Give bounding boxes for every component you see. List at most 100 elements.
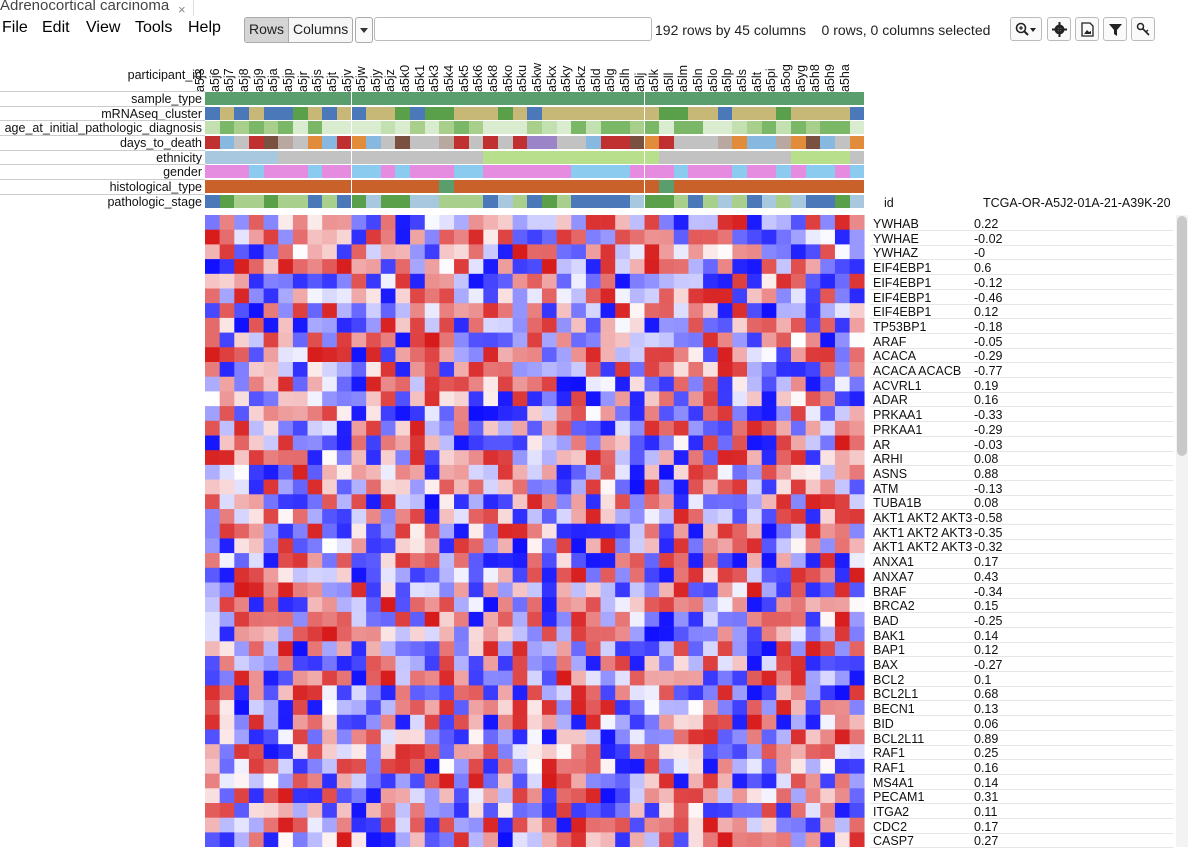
heatmap-cell[interactable]: [468, 700, 484, 716]
heatmap-cell[interactable]: [805, 244, 821, 260]
heatmap-cell[interactable]: [263, 670, 279, 686]
heatmap-cell[interactable]: [629, 626, 645, 642]
heatmap-cell[interactable]: [791, 376, 806, 392]
heatmap-cell[interactable]: [424, 832, 440, 847]
heatmap-cell[interactable]: [278, 347, 294, 363]
menu-tools[interactable]: Tools: [135, 19, 173, 36]
heatmap-cell[interactable]: [703, 362, 719, 377]
heatmap-cell[interactable]: [395, 597, 411, 613]
heatmap-cell[interactable]: [791, 303, 806, 319]
annotation-cell[interactable]: [307, 92, 323, 105]
annotation-cell[interactable]: [849, 165, 865, 178]
heatmap-cell[interactable]: [791, 611, 806, 627]
annotation-cell[interactable]: [307, 121, 323, 134]
heatmap-cell[interactable]: [732, 288, 748, 304]
heatmap-cell[interactable]: [820, 303, 836, 319]
heatmap-cell[interactable]: [424, 229, 440, 245]
heatmap-cell[interactable]: [454, 553, 469, 569]
save-image-button[interactable]: [1075, 17, 1099, 41]
heatmap-cell[interactable]: [248, 229, 264, 245]
annotation-cell[interactable]: [512, 180, 528, 193]
heatmap-cell[interactable]: [234, 479, 250, 495]
annotation-cell[interactable]: [454, 92, 469, 105]
heatmap-cell[interactable]: [776, 450, 792, 466]
heatmap-cell[interactable]: [644, 567, 660, 583]
heatmap-cell[interactable]: [688, 259, 704, 275]
heatmap-cell[interactable]: [322, 817, 338, 833]
heatmap-cell[interactable]: [512, 244, 528, 260]
heatmap-cell[interactable]: [688, 685, 704, 701]
heatmap-cell[interactable]: [454, 714, 469, 730]
heatmap-cell[interactable]: [380, 523, 396, 539]
heatmap-cell[interactable]: [351, 420, 367, 436]
annotation-cell[interactable]: [205, 151, 220, 164]
heatmap-cell[interactable]: [351, 317, 367, 333]
heatmap-cell[interactable]: [512, 700, 528, 716]
heatmap-cell[interactable]: [351, 435, 367, 451]
heatmap-cell[interactable]: [248, 553, 264, 569]
columns-toggle-button[interactable]: Columns: [293, 21, 349, 37]
annotation-cell[interactable]: [717, 136, 733, 149]
annotation-cell[interactable]: [468, 107, 484, 120]
heatmap-cell[interactable]: [351, 553, 367, 569]
heatmap-cell[interactable]: [673, 406, 689, 422]
heatmap-cell[interactable]: [732, 509, 748, 524]
heatmap-cell[interactable]: [571, 450, 587, 466]
heatmap-cell[interactable]: [395, 523, 411, 539]
heatmap-cell[interactable]: [351, 391, 367, 407]
heatmap-cell[interactable]: [820, 273, 836, 289]
heatmap-cell[interactable]: [820, 714, 836, 730]
heatmap-cell[interactable]: [556, 479, 572, 495]
heatmap-cell[interactable]: [776, 229, 792, 245]
annotation-cell[interactable]: [834, 136, 850, 149]
heatmap-cell[interactable]: [205, 803, 220, 818]
heatmap-cell[interactable]: [351, 509, 367, 524]
row-label[interactable]: ASNS: [873, 466, 908, 481]
heatmap-cell[interactable]: [659, 332, 675, 348]
heatmap-cell[interactable]: [322, 758, 338, 774]
heatmap-cell[interactable]: [732, 494, 748, 510]
row-label[interactable]: TUBA1B: [873, 496, 922, 511]
heatmap-cell[interactable]: [849, 582, 865, 598]
heatmap-cell[interactable]: [322, 259, 338, 275]
heatmap-cell[interactable]: [629, 362, 645, 377]
heatmap-cell[interactable]: [791, 523, 806, 539]
heatmap-cell[interactable]: [585, 464, 601, 480]
heatmap-cell[interactable]: [512, 273, 528, 289]
heatmap-cell[interactable]: [717, 817, 733, 833]
heatmap-cell[interactable]: [659, 509, 675, 524]
heatmap-cell[interactable]: [732, 567, 748, 583]
heatmap-cell[interactable]: [659, 670, 675, 686]
heatmap-cell[interactable]: [395, 744, 411, 760]
heatmap-cell[interactable]: [498, 362, 513, 377]
annotation-cell[interactable]: [600, 107, 616, 120]
heatmap-cell[interactable]: [629, 215, 645, 230]
heatmap-cell[interactable]: [410, 420, 426, 436]
heatmap-cell[interactable]: [849, 626, 865, 642]
heatmap-cell[interactable]: [307, 479, 323, 495]
heatmap-cell[interactable]: [615, 479, 631, 495]
heatmap-cell[interactable]: [688, 435, 704, 451]
heatmap-cell[interactable]: [541, 597, 557, 613]
annotation-cell[interactable]: [732, 136, 748, 149]
heatmap-cell[interactable]: [351, 611, 367, 627]
heatmap-cell[interactable]: [248, 259, 264, 275]
heatmap-cell[interactable]: [424, 729, 440, 745]
annotation-cell[interactable]: [585, 195, 601, 208]
heatmap-cell[interactable]: [248, 420, 264, 436]
heatmap-cell[interactable]: [541, 832, 557, 847]
heatmap-cell[interactable]: [717, 744, 733, 760]
heatmap-cell[interactable]: [600, 435, 616, 451]
row-label[interactable]: MS4A1: [873, 775, 914, 790]
heatmap-cell[interactable]: [468, 773, 484, 789]
heatmap-cell[interactable]: [629, 729, 645, 745]
heatmap-cell[interactable]: [600, 420, 616, 436]
heatmap-cell[interactable]: [776, 376, 792, 392]
heatmap-cell[interactable]: [307, 832, 323, 847]
heatmap-cell[interactable]: [747, 832, 762, 847]
heatmap-cell[interactable]: [717, 773, 733, 789]
heatmap-cell[interactable]: [849, 376, 865, 392]
heatmap-cell[interactable]: [439, 832, 455, 847]
heatmap-cell[interactable]: [366, 729, 382, 745]
heatmap-cell[interactable]: [292, 567, 308, 583]
